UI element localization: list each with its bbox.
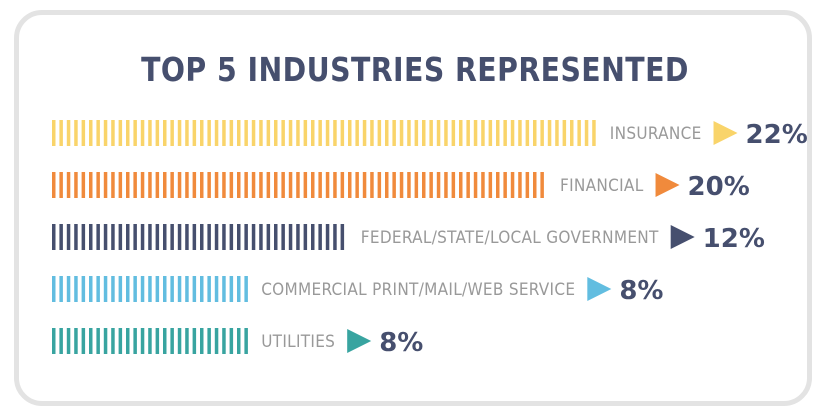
category-label: UTILITIES <box>261 332 335 352</box>
value-label: 20% <box>688 172 750 202</box>
bar-row-1: INSURANCE 22% <box>52 120 808 150</box>
bar-row-4: COMMERCIAL PRINT/MAIL/WEB SERVICE 8% <box>52 276 663 306</box>
pointer-icon <box>587 277 612 301</box>
pointer-icon <box>655 173 680 197</box>
value-label: 22% <box>746 120 808 150</box>
category-label: FEDERAL/STATE/LOCAL GOVERNMENT <box>361 228 659 248</box>
chart-card <box>14 10 812 406</box>
bar-row-5: UTILITIES 8% <box>52 328 423 358</box>
value-label: 12% <box>703 224 765 254</box>
pointer-icon <box>713 121 738 145</box>
bar <box>52 120 596 146</box>
bar <box>52 172 544 198</box>
bar-row-3: FEDERAL/STATE/LOCAL GOVERNMENT 12% <box>52 224 765 254</box>
category-label: COMMERCIAL PRINT/MAIL/WEB SERVICE <box>261 280 575 300</box>
pointer-icon <box>670 225 695 249</box>
bar <box>52 276 248 302</box>
chart-title: TOP 5 INDUSTRIES REPRESENTED <box>141 50 689 89</box>
pointer-icon <box>347 329 372 353</box>
category-label: INSURANCE <box>610 124 702 144</box>
bar-row-2: FINANCIAL 20% <box>52 172 750 202</box>
bar <box>52 224 345 250</box>
category-label: FINANCIAL <box>560 176 644 196</box>
value-label: 8% <box>379 328 423 358</box>
bar <box>52 328 248 354</box>
value-label: 8% <box>619 276 663 306</box>
